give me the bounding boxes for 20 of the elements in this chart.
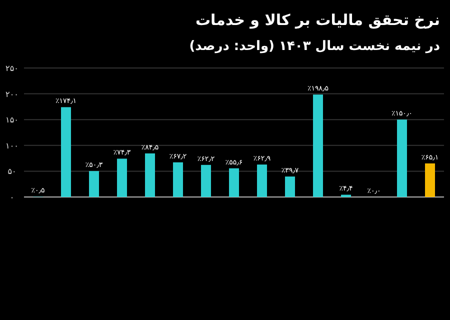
y-tick-label: ۵۰ <box>8 167 16 176</box>
bar <box>61 107 71 197</box>
bar <box>285 176 295 197</box>
y-tick-label: ۱۵۰ <box>6 116 18 125</box>
bar <box>425 163 435 197</box>
y-tick-label: ۲۰۰ <box>6 90 18 99</box>
bar <box>201 164 211 197</box>
bar <box>117 158 127 197</box>
bar <box>173 162 183 197</box>
y-tick-label: ۲۵۰ <box>6 64 18 73</box>
bar <box>145 153 155 197</box>
y-tick-label: ۱۰۰ <box>6 141 18 150</box>
bar <box>229 168 239 197</box>
y-tick-label: ۰ <box>10 193 14 202</box>
bar <box>313 94 323 197</box>
chart-title: نرخ تحقق مالیات بر کالا و خدمات <box>195 11 440 29</box>
bar <box>397 120 407 197</box>
bar <box>89 171 99 197</box>
chart-subtitle: در نیمه نخست سال ۱۴۰۳ (واحد: درصد) <box>189 39 440 54</box>
bar <box>257 164 267 197</box>
